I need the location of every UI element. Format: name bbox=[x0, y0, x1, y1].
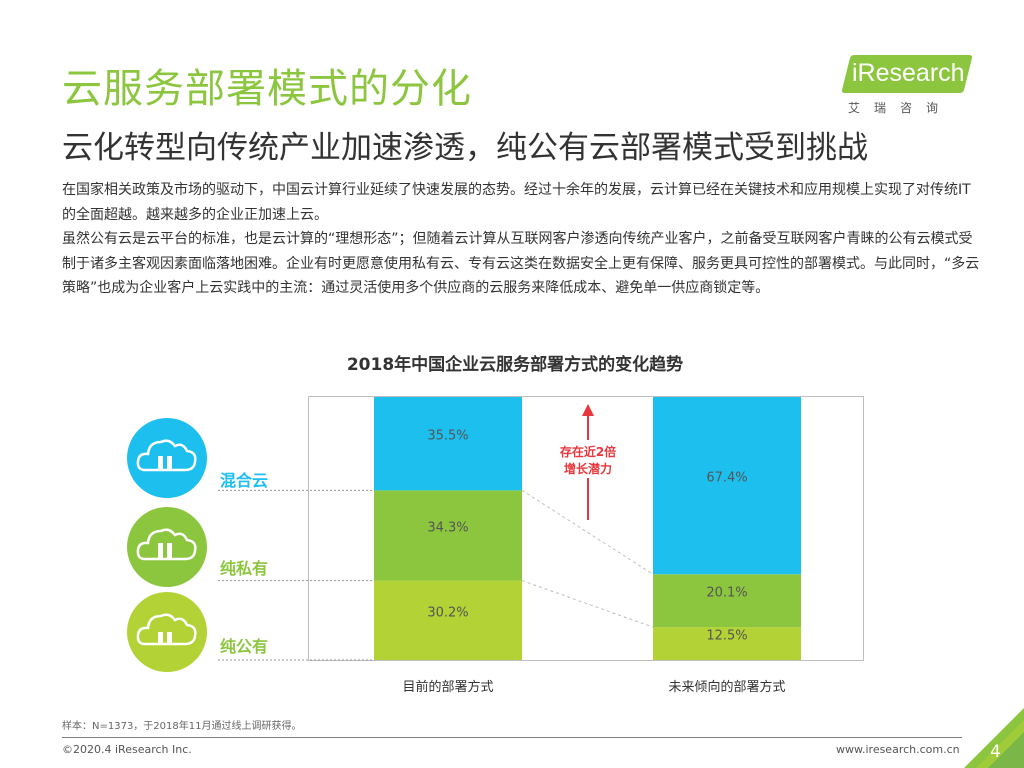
page-title: 云服务部署模式的分化 bbox=[62, 66, 472, 112]
annotation-background bbox=[552, 440, 624, 478]
data-label-private-1: 34.3% bbox=[427, 520, 468, 535]
bar-private-1 bbox=[374, 490, 522, 581]
iresearch-logo: iResearch 艾瑞咨询 bbox=[841, 55, 976, 117]
body-text: 在国家相关政策及市场的驱动下，中国云计算行业延续了快速发展的态势。经过十余年的发… bbox=[62, 178, 984, 301]
bar-public-2 bbox=[653, 627, 801, 660]
legend-label-hybrid: 混合云 bbox=[220, 471, 269, 490]
data-label-public-1: 30.2% bbox=[427, 605, 468, 620]
growth-annotation-line2: 增长潜力 bbox=[564, 461, 612, 476]
public-cloud-icon bbox=[125, 590, 209, 674]
logo-brand-text: iResearch bbox=[852, 59, 965, 87]
footer-copyright: ©2020.4 iResearch Inc. bbox=[62, 743, 192, 756]
growth-arrow-head bbox=[582, 404, 594, 416]
bar-public-1 bbox=[374, 580, 522, 660]
hybrid-cloud-icon bbox=[125, 416, 209, 500]
page-number: 4 bbox=[990, 742, 1001, 762]
bar-hybrid-1 bbox=[374, 397, 522, 491]
footer-divider bbox=[62, 737, 962, 738]
chart-title: 2018年中国企业云服务部署方式的变化趋势 bbox=[346, 355, 684, 375]
body-paragraph-2: 虽然公有云是云平台的标准，也是云计算的“理想形态”；但随着云计算从互联网客户渗透… bbox=[62, 231, 980, 296]
data-label-hybrid-1: 35.5% bbox=[427, 429, 468, 444]
bar-private-2 bbox=[653, 574, 801, 628]
connector-line-2 bbox=[521, 489, 654, 575]
corner-decoration bbox=[964, 708, 1024, 768]
logo-chinese-text: 艾瑞咨询 bbox=[848, 101, 953, 115]
legend-label-private: 纯私有 bbox=[220, 559, 269, 578]
data-label-private-2: 20.1% bbox=[706, 586, 747, 601]
data-label-public-2: 12.5% bbox=[706, 629, 747, 644]
data-label-hybrid-2: 67.4% bbox=[706, 471, 747, 486]
category-label-2: 未来倾向的部署方式 bbox=[668, 679, 785, 695]
footer-website: www.iresearch.com.cn bbox=[836, 743, 960, 756]
chart-plot-area bbox=[308, 396, 864, 661]
category-label-1: 目前的部署方式 bbox=[402, 679, 493, 695]
private-cloud-icon bbox=[125, 505, 209, 589]
sample-footnote: 样本：N=1373，于2018年11月通过线上调研获得。 bbox=[62, 721, 302, 732]
body-paragraph-1: 在国家相关政策及市场的驱动下，中国云计算行业延续了快速发展的态势。经过十余年的发… bbox=[62, 182, 971, 223]
page-subtitle: 云化转型向传统产业加速渗透，纯公有云部署模式受到挑战 bbox=[62, 130, 868, 166]
growth-annotation-line1: 存在近2倍 bbox=[559, 444, 616, 459]
bar-hybrid-2 bbox=[653, 397, 801, 575]
legend-label-public: 纯公有 bbox=[220, 637, 269, 656]
connector-line-1 bbox=[521, 580, 654, 628]
